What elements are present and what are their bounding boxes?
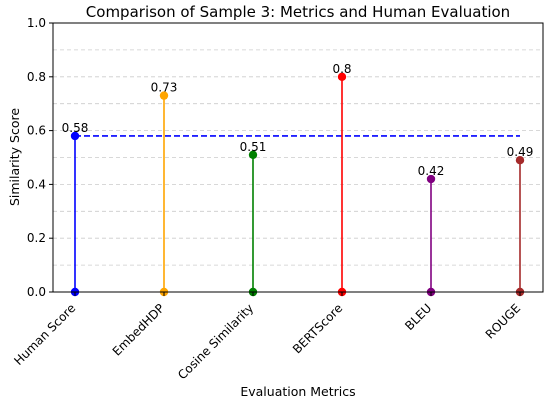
y-tick-label: 1.0 [27, 16, 46, 30]
x-tick-label: BERTScore [290, 301, 345, 356]
data-labels-layer: 0.58 0.73 0.51 0.8 0.42 0.49 [62, 62, 534, 178]
data-label: 0.49 [507, 145, 534, 159]
data-label: 0.42 [418, 164, 445, 178]
x-tick-label: Human Score [11, 301, 78, 368]
stem-marker [159, 91, 169, 100]
data-label: 0.51 [240, 140, 267, 154]
y-tick-label: 0.4 [27, 177, 46, 191]
x-tick-label: EmbedHDP [110, 301, 168, 359]
axes: 0.0 0.2 0.4 0.6 0.8 1.0 Human Score EmbedHDP Cos… [11, 16, 544, 382]
y-tick-label: 0.0 [27, 285, 46, 299]
data-label: 0.58 [62, 121, 89, 135]
x-tick-label: BLEU [402, 301, 434, 333]
y-axis-label: Similarity Score [7, 108, 22, 206]
data-label: 0.8 [332, 62, 351, 76]
stem-marker [337, 72, 347, 82]
stem-marker [426, 174, 436, 184]
stem-marker [515, 155, 525, 165]
chart-title: Comparison of Sample 3: Metrics and Huma… [86, 3, 510, 21]
stem-marker [248, 150, 258, 160]
x-tick-label: ROUGE [483, 301, 524, 342]
x-axis-label: Evaluation Metrics [240, 384, 355, 399]
data-label: 0.73 [151, 81, 178, 95]
plot-frame [52, 22, 544, 293]
y-tick-label: 0.8 [27, 70, 46, 84]
grid-lines [53, 49, 543, 266]
y-tick-label: 0.6 [27, 124, 46, 138]
y-tick-label: 0.2 [27, 231, 46, 245]
x-tick-label: Cosine Similarity [175, 301, 256, 382]
stem-marker [70, 131, 80, 141]
